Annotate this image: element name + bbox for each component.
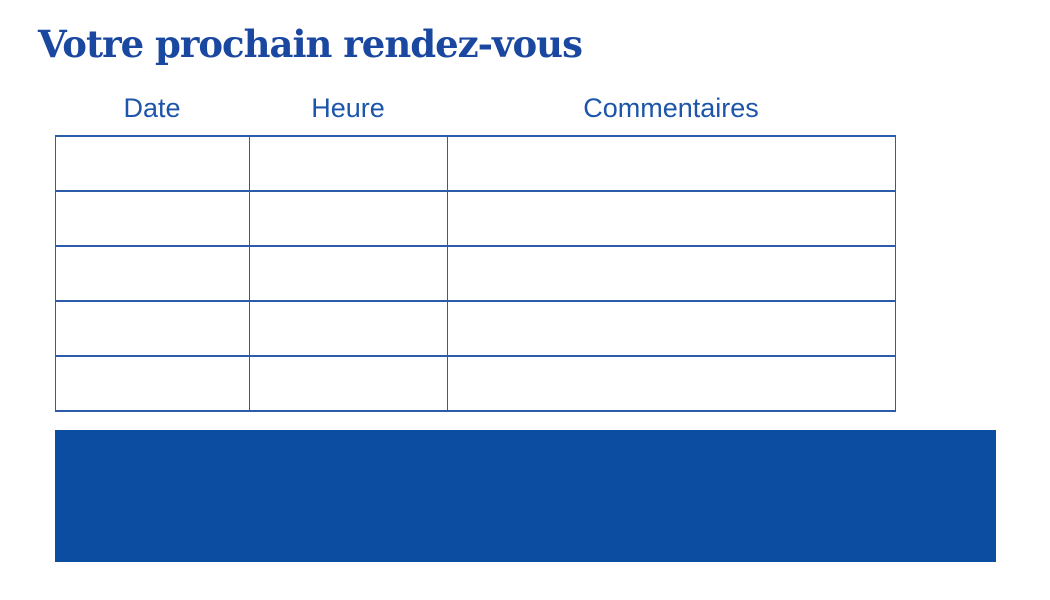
table-cell[interactable] [447,355,896,412]
table-row [55,190,896,247]
table-column-headers: Date Heure Commentaires [55,92,895,124]
table-cell[interactable] [55,245,250,302]
table-cell[interactable] [249,135,448,192]
table-cell[interactable] [249,190,448,247]
table-row [55,300,896,357]
table-cell[interactable] [55,135,250,192]
table-cell[interactable] [55,355,250,412]
appointments-table-body [55,135,896,412]
table-cell[interactable] [249,300,448,357]
table-cell[interactable] [55,300,250,357]
page-title: Votre prochain rendez-vous [38,22,583,66]
column-header-heure: Heure [311,93,385,123]
table-row [55,135,896,192]
table-cell[interactable] [447,300,896,357]
footer-block [55,430,996,562]
table-cell[interactable] [447,135,896,192]
table-cell[interactable] [55,190,250,247]
table-cell[interactable] [249,245,448,302]
appointments-table [55,135,896,412]
table-cell[interactable] [249,355,448,412]
column-header-commentaires: Commentaires [583,93,759,123]
table-row [55,245,896,302]
table-cell[interactable] [447,245,896,302]
table-cell[interactable] [447,190,896,247]
column-header-date: Date [123,93,181,123]
table-row [55,355,896,412]
